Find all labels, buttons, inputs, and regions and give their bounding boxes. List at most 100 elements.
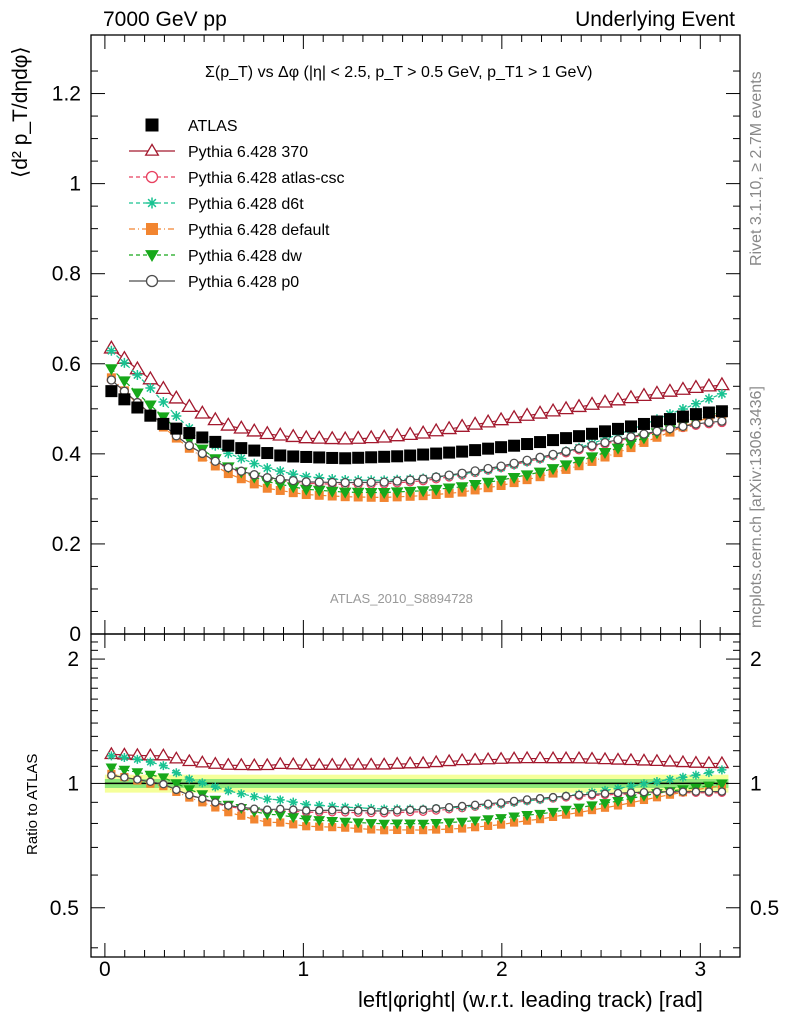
point-370	[467, 416, 484, 430]
ratio-point-d6t	[210, 782, 220, 792]
point-p0	[717, 416, 727, 426]
ratio-point-d6t	[704, 768, 714, 778]
ratio-series-370	[104, 746, 730, 771]
y-tick-label: 1	[69, 173, 81, 196]
ratio-point-dw	[339, 817, 352, 828]
point-p0	[457, 468, 467, 478]
legend-label: Pythia 6.428 d6t	[188, 196, 304, 213]
ratio-point-dw	[560, 805, 572, 816]
legend-marker	[144, 143, 160, 156]
point-ATLAS	[508, 439, 521, 452]
ratio-point-370	[545, 750, 561, 764]
point-p0	[288, 475, 298, 486]
series-line-atlas_csc	[110, 379, 722, 486]
ratio-point-dw	[703, 781, 715, 792]
x-axis-label: left|φright| (w.r.t. leading track) [rad…	[358, 987, 703, 1012]
ratio-point-370	[623, 752, 639, 766]
point-ATLAS	[326, 451, 339, 464]
ratio-point-p0	[483, 799, 493, 808]
point-370	[324, 430, 341, 445]
ratio-point-dw	[378, 819, 390, 830]
ratio-point-p0	[340, 805, 350, 815]
ratio-point-370	[688, 755, 704, 768]
x-tick-label: 3	[694, 958, 706, 981]
ratio-point-d6t	[132, 754, 142, 764]
ratio-frame	[90, 633, 741, 958]
ratio-point-p0	[392, 806, 402, 815]
point-p0	[197, 448, 207, 459]
ratio-point-d6t	[145, 757, 155, 767]
ratio-point-370	[610, 752, 626, 765]
point-dw	[546, 464, 560, 476]
point-ATLAS	[378, 450, 391, 463]
ratio-point-370	[636, 753, 652, 766]
ratio-point-d6t	[639, 779, 649, 789]
point-p0	[691, 419, 701, 429]
point-370	[350, 430, 367, 444]
ratio-point-370	[467, 752, 483, 765]
point-d6t	[275, 466, 286, 477]
point-ATLAS	[313, 451, 326, 464]
point-p0	[379, 477, 389, 487]
point-p0	[236, 466, 246, 476]
point-dw	[351, 487, 365, 499]
point-370	[285, 428, 302, 443]
point-370	[246, 422, 263, 437]
ratio-point-dw	[404, 819, 416, 830]
point-370	[142, 370, 159, 385]
ratio-point-370	[220, 757, 236, 770]
point-ATLAS	[339, 452, 352, 465]
series-ATLAS	[105, 385, 728, 465]
point-dw	[598, 448, 612, 460]
ratio-point-p0	[535, 794, 545, 803]
point-p0	[275, 474, 285, 484]
header-left: 7000 GeV pp	[103, 8, 227, 31]
point-370	[311, 430, 328, 444]
point-ATLAS	[300, 450, 313, 463]
point-370	[596, 394, 614, 408]
ratio-point-370	[311, 757, 327, 770]
legend-item-p0: Pythia 6.428 p0	[129, 274, 299, 291]
point-ATLAS	[521, 438, 534, 451]
ratio-point-dw	[534, 809, 546, 820]
ratio-point-370	[649, 753, 665, 767]
point-370	[428, 422, 445, 437]
point-p0	[483, 463, 493, 474]
ratio-point-370	[519, 750, 535, 764]
point-370	[259, 425, 276, 440]
point-370	[609, 391, 627, 406]
ratio-point-dw	[365, 819, 378, 830]
legend-marker	[145, 118, 159, 132]
point-p0	[522, 455, 532, 465]
ratio-point-dw	[170, 779, 183, 790]
ratio-point-370	[584, 751, 600, 764]
point-p0	[327, 477, 337, 488]
point-370	[272, 426, 289, 441]
ratio-point-dw	[391, 819, 403, 830]
point-ATLAS	[404, 449, 417, 462]
ratio-point-d6t	[652, 777, 662, 787]
ratio-point-p0	[457, 801, 467, 811]
legend-label: Pythia 6.428 dw	[188, 248, 302, 265]
point-p0	[353, 477, 363, 488]
ratio-point-370	[155, 748, 171, 761]
ratio-point-dw	[118, 765, 131, 776]
point-ATLAS	[599, 425, 612, 438]
ratio-point-dw	[105, 763, 118, 774]
point-dw	[364, 487, 378, 499]
point-ATLAS	[676, 410, 689, 423]
point-370	[583, 396, 601, 410]
ratio-point-d6t	[158, 761, 168, 771]
point-p0	[574, 443, 584, 454]
point-ATLAS	[365, 451, 378, 464]
ratio-point-d6t	[236, 789, 246, 799]
ratio-point-d6t	[197, 778, 207, 788]
point-d6t	[288, 469, 299, 480]
ratio-point-p0	[548, 792, 558, 802]
point-ATLAS	[715, 405, 728, 418]
point-dw	[325, 486, 339, 498]
ratio-point-p0	[561, 791, 571, 801]
legend-marker	[146, 223, 158, 235]
ratio-point-p0	[665, 787, 675, 796]
ratio-point-d6t	[106, 751, 116, 761]
